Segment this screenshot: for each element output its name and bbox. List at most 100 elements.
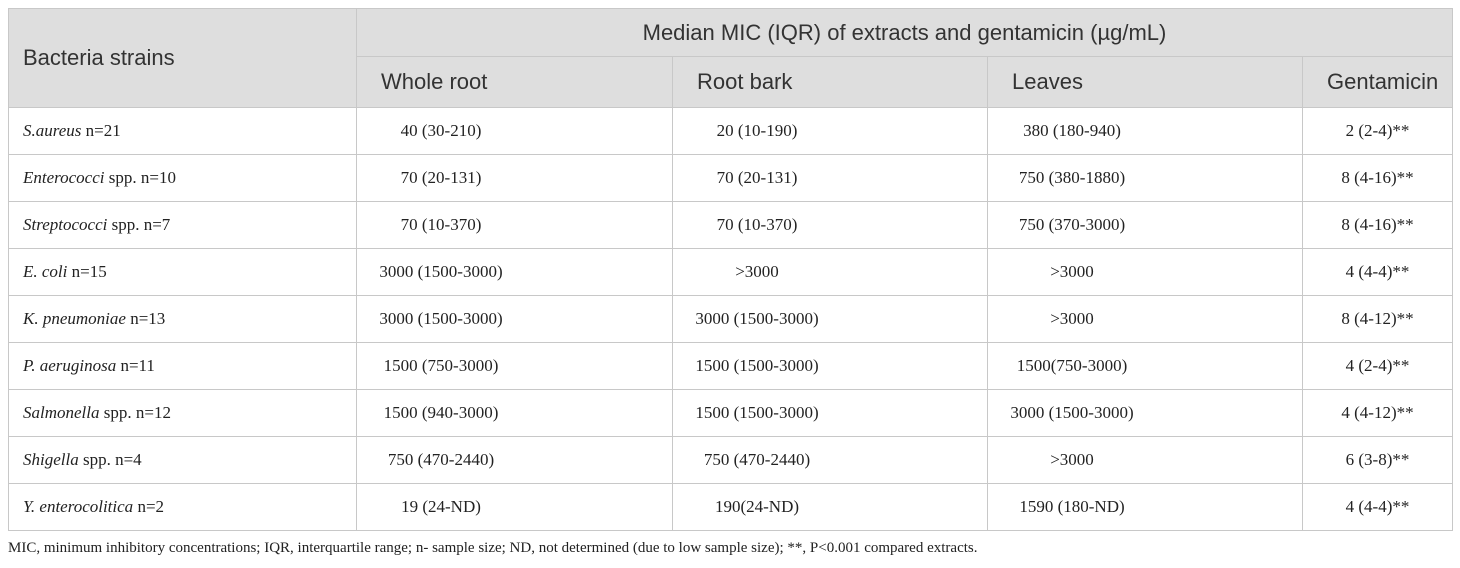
value-cell: 8 (4-16)** xyxy=(1302,154,1453,202)
strain-cell: Y. enterocolitica n=2 xyxy=(8,483,357,531)
strain-detail: spp. n=7 xyxy=(111,215,171,234)
value-cell: 3000 (1500-3000) xyxy=(356,295,673,343)
value-cell: 2 (2-4)** xyxy=(1302,107,1453,155)
value-cell: 6 (3-8)** xyxy=(1302,436,1453,484)
cell-text: >3000 xyxy=(1050,262,1094,281)
value-cell: 750 (370-3000) xyxy=(987,201,1303,249)
cell-text: 19 (24-ND) xyxy=(401,497,481,516)
cell-text: >3000 xyxy=(1050,309,1094,328)
cell-text: 4 (4-12)** xyxy=(1341,403,1414,422)
value-cell: 3000 (1500-3000) xyxy=(672,295,988,343)
value-cell: 70 (20-131) xyxy=(356,154,673,202)
header-cell: Gentamicin xyxy=(1302,56,1453,108)
strain-cell: Streptococci spp. n=7 xyxy=(8,201,357,249)
cell-text: 190(24-ND) xyxy=(714,497,800,516)
table-row: P. aeruginosa n=11 1500 (750-3000) 1500 (1… xyxy=(8,342,1453,390)
strain-detail: spp. n=10 xyxy=(108,168,176,187)
cell-text: 1500(750-3000) xyxy=(1016,356,1128,375)
table-container: Bacteria strains Median MIC (IQR) of ext… xyxy=(8,8,1453,531)
cell-text: 3000 (1500-3000) xyxy=(379,262,503,281)
strain-name: Y. enterocolitica xyxy=(23,497,134,516)
value-cell: 1500 (940-3000) xyxy=(356,389,673,437)
table-row: E. coli n=15 3000 (1500-3000) >3000 >3000 4 … xyxy=(8,248,1453,296)
cell-text: 70 (10-370) xyxy=(716,215,798,234)
cell-text: 750 (370-3000) xyxy=(1018,215,1126,234)
value-cell: 1500 (750-3000) xyxy=(356,342,673,390)
mic-table: Bacteria strains Median MIC (IQR) of ext… xyxy=(8,8,1453,531)
header-cell: Root bark xyxy=(672,56,988,108)
cell-text: 750 (380-1880) xyxy=(1018,168,1126,187)
cell-text: 4 (4-4)** xyxy=(1345,262,1410,281)
value-cell: 750 (470-2440) xyxy=(672,436,988,484)
cell-text: 8 (4-12)** xyxy=(1341,309,1414,328)
value-cell: 8 (4-12)** xyxy=(1302,295,1453,343)
value-cell: 1590 (180-ND) xyxy=(987,483,1303,531)
value-cell: >3000 xyxy=(987,295,1303,343)
cell-text: 70 (20-131) xyxy=(716,168,798,187)
value-cell: 750 (380-1880) xyxy=(987,154,1303,202)
value-cell: 4 (4-4)** xyxy=(1302,483,1453,531)
cell-text: 1500 (750-3000) xyxy=(383,356,499,375)
cell-text: 750 (470-2440) xyxy=(387,450,495,469)
value-cell: 8 (4-16)** xyxy=(1302,201,1453,249)
strain-name: K. pneumoniae xyxy=(23,309,126,328)
value-cell: 19 (24-ND) xyxy=(356,483,673,531)
cell-text: >3000 xyxy=(1050,450,1094,469)
value-cell: 1500 (1500-3000) xyxy=(672,389,988,437)
strain-name: Salmonella xyxy=(23,403,100,422)
value-cell: >3000 xyxy=(672,248,988,296)
cell-text: >3000 xyxy=(735,262,779,281)
strain-cell: K. pneumoniae n=13 xyxy=(8,295,357,343)
table-row: K. pneumoniae n=13 3000 (1500-3000) 3000 (… xyxy=(8,295,1453,343)
strain-detail: n=2 xyxy=(137,497,165,516)
cell-text: 6 (3-8)** xyxy=(1345,450,1410,469)
cell-text: 40 (30-210) xyxy=(400,121,482,140)
strain-name: P. aeruginosa xyxy=(23,356,117,375)
value-cell: 70 (20-131) xyxy=(672,154,988,202)
value-cell: 1500 (1500-3000) xyxy=(672,342,988,390)
header-cell: Leaves xyxy=(987,56,1303,108)
value-cell: 1500(750-3000) xyxy=(987,342,1303,390)
strain-detail: n=13 xyxy=(130,309,166,328)
value-cell: 4 (4-12)** xyxy=(1302,389,1453,437)
table-row: Y. enterocolitica n=2 19 (24-ND) 190(24-ND… xyxy=(8,483,1453,531)
cell-text: 4 (4-4)** xyxy=(1345,497,1410,516)
strain-detail: n=21 xyxy=(85,121,121,140)
value-cell: 20 (10-190) xyxy=(672,107,988,155)
strain-cell: Enterococci spp. n=10 xyxy=(8,154,357,202)
strain-cell: Shigella spp. n=4 xyxy=(8,436,357,484)
footnote: MIC, minimum inhibitory concentrations; … xyxy=(8,540,978,556)
cell-text: 8 (4-16)** xyxy=(1341,215,1414,234)
cell-text: 4 (2-4)** xyxy=(1345,356,1410,375)
cell-text: 2 (2-4)** xyxy=(1345,121,1410,140)
cell-text: 1500 (940-3000) xyxy=(383,403,499,422)
strain-detail: spp. n=4 xyxy=(82,450,142,469)
cell-text: 3000 (1500-3000) xyxy=(695,309,819,328)
strain-cell: P. aeruginosa n=11 xyxy=(8,342,357,390)
value-cell: 750 (470-2440) xyxy=(356,436,673,484)
value-cell: 380 (180-940) xyxy=(987,107,1303,155)
value-cell: 4 (2-4)** xyxy=(1302,342,1453,390)
cell-text: 1500 (1500-3000) xyxy=(695,403,819,422)
cell-text: 1500 (1500-3000) xyxy=(695,356,819,375)
value-cell: 70 (10-370) xyxy=(672,201,988,249)
strain-name: E. coli xyxy=(23,262,68,281)
table-row: Salmonella spp. n=12 1500 (940-3000) 1500 … xyxy=(8,389,1453,437)
header-cell: Bacteria strains xyxy=(8,8,357,108)
table-body: S.aureus n=21 40 (30-210) 20 (10-190) 380 (… xyxy=(8,107,1453,531)
cell-text: 70 (20-131) xyxy=(400,168,482,187)
cell-text: 70 (10-370) xyxy=(400,215,482,234)
table-row: Streptococci spp. n=7 70 (10-370) 70 (10-3… xyxy=(8,201,1453,249)
strain-name: Shigella xyxy=(23,450,79,469)
value-cell: 40 (30-210) xyxy=(356,107,673,155)
cell-text: 380 (180-940) xyxy=(1023,121,1121,140)
header-cell: Median MIC (IQR) of extracts and gentami… xyxy=(356,8,1453,57)
value-cell: >3000 xyxy=(987,436,1303,484)
cell-text: 8 (4-16)** xyxy=(1341,168,1414,187)
strain-detail: n=11 xyxy=(120,356,155,375)
header-cell: Whole root xyxy=(356,56,673,108)
value-cell: 3000 (1500-3000) xyxy=(356,248,673,296)
strain-detail: spp. n=12 xyxy=(103,403,171,422)
strain-cell: E. coli n=15 xyxy=(8,248,357,296)
